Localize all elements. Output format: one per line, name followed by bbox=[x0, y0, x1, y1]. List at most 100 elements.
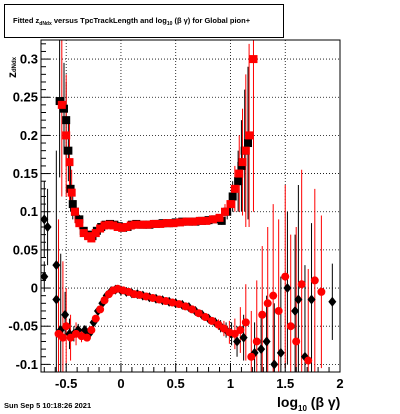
data-point-square bbox=[234, 177, 243, 186]
y-tick-label: 0 bbox=[31, 281, 38, 296]
data-point-diamond bbox=[294, 294, 303, 305]
data-point-square bbox=[249, 55, 258, 64]
y-tick-label: 0.3 bbox=[20, 52, 38, 67]
title-z: z bbox=[35, 16, 40, 25]
title-log-sub: 10 bbox=[166, 21, 173, 27]
data-point-square bbox=[143, 220, 152, 229]
y-tick-label: 0.1 bbox=[20, 204, 38, 219]
data-point-circle bbox=[252, 337, 261, 346]
data-point-circle bbox=[100, 296, 109, 305]
data-point-diamond bbox=[307, 294, 316, 305]
data-point-diamond bbox=[276, 347, 285, 358]
chart-title: Fitted zdNdx versus TpcTrackLength and l… bbox=[4, 4, 284, 38]
timestamp: Sun Sep 5 10:18:26 2021 bbox=[4, 401, 92, 410]
data-point-square bbox=[75, 219, 84, 228]
data-point-square bbox=[136, 220, 145, 229]
title-mid: versus TpcTrackLength and log bbox=[53, 16, 167, 25]
data-point-square bbox=[57, 100, 66, 109]
data-point-square bbox=[226, 200, 235, 209]
data-point-square bbox=[70, 207, 79, 216]
data-point-circle bbox=[317, 287, 326, 296]
data-point-square bbox=[91, 229, 100, 238]
y-axis-title-sub: dNdx bbox=[12, 57, 18, 72]
data-point-circle bbox=[194, 309, 203, 318]
data-point-square bbox=[241, 146, 250, 155]
data-point-square bbox=[87, 234, 96, 243]
data-point-square bbox=[176, 218, 185, 227]
data-point-circle bbox=[236, 326, 245, 335]
data-point-circle bbox=[263, 299, 272, 308]
data-point-circle bbox=[135, 290, 144, 299]
data-point-circle bbox=[96, 305, 105, 314]
title-fitted: Fitted bbox=[13, 16, 34, 25]
data-point-square bbox=[100, 221, 109, 230]
data-point-diamond bbox=[291, 305, 300, 316]
data-point-square bbox=[149, 219, 158, 228]
data-point-square bbox=[104, 220, 113, 229]
data-point-circle bbox=[310, 276, 319, 285]
data-point-circle bbox=[87, 326, 96, 335]
data-point-circle bbox=[142, 292, 151, 301]
data-point-square bbox=[62, 131, 71, 140]
data-point-square bbox=[156, 219, 165, 228]
data-point-square bbox=[96, 224, 105, 233]
data-point-circle bbox=[188, 305, 197, 314]
y-axis-title: zdNdx bbox=[1, 57, 23, 80]
data-point-square bbox=[221, 207, 229, 216]
x-tick-label: 1.5 bbox=[276, 376, 294, 391]
data-point-square bbox=[62, 116, 71, 125]
x-axis-title-sub: 10 bbox=[298, 404, 307, 413]
data-point-circle bbox=[258, 310, 267, 319]
data-point-square bbox=[228, 192, 237, 201]
data-point-circle bbox=[247, 352, 256, 361]
y-tick-label: 0.2 bbox=[20, 128, 38, 143]
y-tick-label: -0.05 bbox=[8, 319, 38, 334]
data-point-circle bbox=[168, 298, 177, 307]
data-point-diamond bbox=[328, 296, 337, 307]
data-point-circle bbox=[286, 322, 295, 331]
data-point-diamond bbox=[239, 332, 248, 343]
x-axis-title: log10 (β γ) bbox=[277, 394, 340, 413]
data-point-diamond bbox=[283, 283, 292, 294]
y-tick-label: 0.25 bbox=[13, 90, 38, 105]
data-point-square bbox=[238, 158, 247, 167]
data-point-square bbox=[126, 221, 135, 230]
data-point-square bbox=[67, 188, 76, 197]
data-point-circle bbox=[58, 333, 67, 342]
data-point-square bbox=[64, 146, 73, 155]
data-point-square bbox=[215, 213, 224, 222]
data-point-square bbox=[65, 158, 74, 167]
data-point-circle bbox=[304, 356, 313, 365]
data-point-diamond bbox=[233, 336, 242, 347]
data-point-square bbox=[79, 229, 88, 238]
x-tick-label: 1 bbox=[227, 376, 234, 391]
data-point-square bbox=[245, 131, 254, 140]
x-axis-title-tail: (β γ) bbox=[310, 394, 341, 410]
data-point-square bbox=[113, 222, 122, 231]
data-point-circle bbox=[175, 300, 183, 309]
data-point-square bbox=[202, 216, 211, 225]
y-tick-label: 0.05 bbox=[13, 242, 38, 257]
data-point-diamond bbox=[262, 336, 271, 347]
data-point-circle bbox=[207, 316, 216, 325]
x-tick-label: 0 bbox=[117, 376, 124, 391]
data-point-circle bbox=[83, 333, 91, 342]
data-point-square bbox=[122, 222, 131, 231]
data-point-square bbox=[162, 219, 171, 228]
data-point-square bbox=[230, 184, 239, 193]
data-point-circle bbox=[292, 337, 301, 346]
y-tick-label: 0.15 bbox=[13, 166, 38, 181]
data-point-circle bbox=[297, 280, 306, 289]
data-point-diamond bbox=[257, 344, 266, 355]
data-point-circle bbox=[91, 314, 100, 323]
y-axis-title-main: z bbox=[5, 72, 19, 78]
data-point-circle bbox=[269, 291, 278, 300]
data-point-square bbox=[182, 217, 191, 226]
data-point-circle bbox=[148, 293, 157, 302]
data-point-circle bbox=[155, 295, 164, 304]
data-point-square bbox=[68, 200, 77, 209]
data-point-circle bbox=[161, 297, 170, 306]
data-point-square bbox=[195, 216, 204, 225]
data-point-square bbox=[109, 221, 118, 230]
plot-frame bbox=[40, 39, 341, 373]
